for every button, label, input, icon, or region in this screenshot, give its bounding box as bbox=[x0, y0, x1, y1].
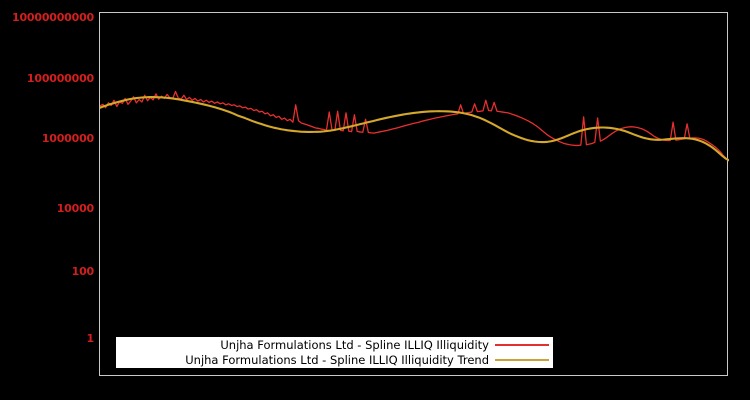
chart-canvas bbox=[100, 90, 729, 162]
y-tick-label: 10000 bbox=[56, 202, 94, 215]
trend-line-swatch bbox=[495, 358, 549, 361]
chart-legend: Unjha Formulations Ltd - Spline ILLIQ Il… bbox=[116, 337, 553, 368]
legend-item-trend: Unjha Formulations Ltd - Spline ILLIQ Il… bbox=[116, 352, 553, 367]
y-tick-label: 10000000000 bbox=[12, 11, 94, 24]
plot-area bbox=[99, 12, 729, 376]
y-tick-label: 100000000 bbox=[26, 71, 94, 85]
legend-item-series: Unjha Formulations Ltd - Spline ILLIQ Il… bbox=[116, 337, 553, 352]
legend-label-series: Unjha Formulations Ltd - Spline ILLIQ Il… bbox=[220, 337, 489, 352]
legend-label-trend: Unjha Formulations Ltd - Spline ILLIQ Il… bbox=[185, 352, 489, 367]
y-axis-tick-labels: 10000000000 100000000 1000000 10000 100 … bbox=[0, 0, 94, 400]
y-tick-label: 1 bbox=[86, 332, 95, 345]
illiquidity-series-line bbox=[100, 90, 729, 161]
series-line-swatch bbox=[495, 343, 549, 346]
y-tick-label: 1000000 bbox=[41, 132, 94, 145]
y-tick-label: 100 bbox=[71, 265, 95, 278]
illiquidity-trend-line bbox=[100, 96, 729, 162]
series-layer bbox=[100, 90, 729, 162]
